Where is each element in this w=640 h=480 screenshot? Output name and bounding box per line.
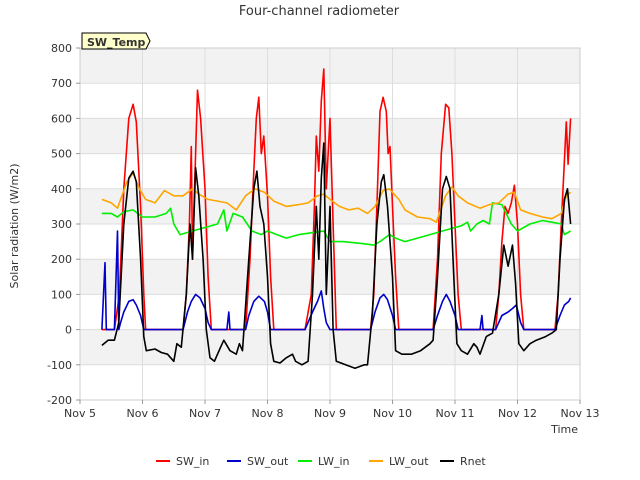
- y-tick-label: 200: [51, 253, 72, 266]
- series-line-sw-in: [101, 68, 572, 331]
- x-tick-label: Nov 5: [64, 407, 96, 420]
- y-axis-label: Solar radiation (W/m2): [8, 163, 21, 288]
- y-tick-label: 300: [51, 218, 72, 231]
- x-tick-label: Nov 9: [314, 407, 346, 420]
- legend-label: LW_in: [318, 455, 350, 468]
- y-axis-ticks: -200 -100 0 100 200 300 400 500 600 700 800: [47, 42, 80, 407]
- y-tick-label: 500: [51, 148, 72, 161]
- y-tick-label: 600: [51, 112, 72, 125]
- y-tick-label: 100: [51, 288, 72, 301]
- annotation-label: SW_Temp: [87, 36, 146, 49]
- x-axis-ticks: Nov 5 Nov 6 Nov 7 Nov 8 Nov 9 Nov 10 Nov 11 Nov…: [64, 400, 599, 420]
- x-tick-label: Nov 10: [373, 407, 412, 420]
- legend-label: SW_out: [247, 455, 289, 468]
- x-tick-label: Nov 12: [498, 407, 537, 420]
- y-tick-label: 0: [65, 324, 72, 337]
- series-line-lw-out: [101, 172, 572, 223]
- legend-label: Rnet: [460, 455, 486, 468]
- legend: SW_in SW_out LW_in LW_out Rnet: [156, 455, 486, 468]
- y-tick-label: -200: [47, 394, 72, 407]
- series-line-sw-out: [101, 230, 572, 331]
- legend-label: SW_in: [176, 455, 209, 468]
- y-tick-label: 700: [51, 77, 72, 90]
- x-tick-label: Nov 13: [561, 407, 600, 420]
- x-tick-label: Nov 8: [252, 407, 284, 420]
- series-line-rnet: [101, 142, 572, 370]
- y-tick-label: -100: [47, 359, 72, 372]
- x-tick-label: Nov 7: [189, 407, 221, 420]
- x-tick-label: Nov 6: [127, 407, 159, 420]
- x-axis-label: Time: [550, 423, 578, 436]
- legend-label: LW_out: [389, 455, 429, 468]
- annotation-badge: SW_Temp: [81, 32, 151, 50]
- y-tick-label: 400: [51, 183, 72, 196]
- chart-title: Four-channel radiometer: [239, 4, 400, 19]
- y-tick-label: 800: [51, 42, 72, 55]
- series-lines: [101, 68, 572, 370]
- x-tick-label: Nov 11: [436, 407, 475, 420]
